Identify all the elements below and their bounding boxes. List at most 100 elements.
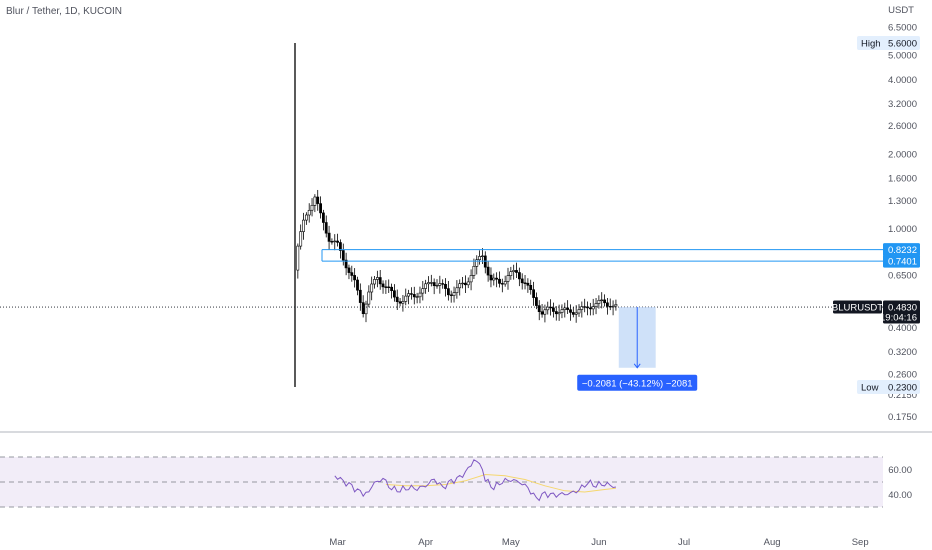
- candle-body: [614, 304, 618, 307]
- candle: [503, 275, 507, 287]
- symbol-tag-bg: [833, 300, 882, 314]
- candle: [577, 304, 581, 317]
- candle: [404, 288, 408, 306]
- price-axis-currency: USDT: [888, 5, 914, 16]
- candle-body: [537, 305, 541, 313]
- price-axis-tick-label: 2.0000: [888, 149, 917, 160]
- candle: [591, 298, 595, 316]
- rsi-pane: [0, 456, 883, 508]
- candle-body: [489, 274, 493, 281]
- candle: [324, 215, 328, 238]
- candle: [461, 276, 465, 289]
- candle-body: [517, 272, 521, 280]
- price-axis-tick-label: 2.6000: [888, 121, 917, 132]
- candle: [307, 203, 311, 223]
- candle: [395, 289, 399, 311]
- candle-body: [449, 294, 453, 296]
- candle-body: [327, 232, 331, 242]
- candle: [392, 284, 396, 302]
- candle: [594, 297, 598, 315]
- candle: [614, 299, 618, 311]
- candle: [597, 295, 601, 309]
- candle: [341, 243, 345, 266]
- candle-body: [512, 270, 516, 272]
- candle-body: [435, 284, 439, 287]
- candle-body: [341, 250, 345, 261]
- candle-body: [338, 242, 342, 251]
- candle-body: [358, 289, 362, 303]
- candle-body: [441, 283, 445, 285]
- candle: [608, 298, 612, 311]
- price-axis-tick-label: 0.1750: [888, 412, 917, 423]
- measure-label: −0.2081 (−43.12%) −2081: [582, 378, 693, 389]
- candle-body: [472, 265, 476, 276]
- candle-body: [492, 277, 496, 281]
- candle-body: [463, 282, 467, 286]
- candle-body: [333, 240, 337, 243]
- price-axis-tick-label: 1.3000: [888, 196, 917, 207]
- candle: [605, 297, 609, 315]
- candle: [549, 299, 553, 316]
- candle-body: [458, 283, 462, 289]
- candle-body: [313, 196, 317, 206]
- candle: [361, 295, 365, 318]
- level-price-tag-1: [883, 254, 920, 268]
- rsi-line: [334, 459, 616, 502]
- candle-body: [302, 219, 305, 232]
- candle: [418, 286, 422, 304]
- candle: [401, 294, 405, 312]
- candle-body: [387, 286, 391, 288]
- candle: [449, 290, 453, 303]
- candle-body: [461, 282, 465, 285]
- candle: [551, 302, 555, 318]
- price-axis-tick-label: 6.5000: [888, 22, 917, 33]
- candle-body: [296, 245, 300, 271]
- rsi-axis-tick-label: 60.00: [888, 465, 912, 476]
- price-pane: [294, 43, 618, 387]
- candle-body: [498, 278, 501, 284]
- candle: [560, 304, 564, 319]
- candle-body: [500, 283, 504, 285]
- candle: [304, 212, 308, 225]
- candle: [319, 196, 323, 219]
- candle-body: [563, 307, 567, 310]
- candle-body: [591, 306, 595, 310]
- candle: [455, 280, 459, 299]
- candle: [364, 300, 368, 323]
- candle-body: [480, 255, 484, 257]
- candle: [378, 269, 382, 290]
- candle-body: [560, 309, 564, 313]
- candle: [492, 273, 496, 286]
- candle: [444, 278, 447, 297]
- price-axis-tick-label: 4.0000: [888, 75, 917, 86]
- candle-body: [546, 306, 550, 311]
- level-price-tag-0: [883, 243, 920, 257]
- candle: [336, 233, 340, 247]
- level-price-tag-label-0: 0.8232: [888, 245, 917, 256]
- candle-body: [509, 271, 513, 277]
- candle-body: [486, 266, 490, 276]
- rsi-axis-tick-label: 40.00: [888, 490, 912, 501]
- candle: [495, 272, 499, 288]
- candle-body: [523, 282, 527, 284]
- candle: [333, 234, 337, 251]
- candle: [327, 225, 331, 250]
- last-price-tag: 0.4830: [888, 303, 917, 314]
- candle-body: [390, 286, 394, 292]
- candle-body: [526, 282, 530, 286]
- candle-body: [506, 275, 510, 282]
- candle: [390, 283, 394, 299]
- candle-body: [401, 301, 405, 304]
- candle: [469, 269, 473, 291]
- candle: [338, 239, 342, 259]
- candle: [387, 279, 391, 294]
- candle-body: [319, 203, 323, 214]
- candle-body: [307, 210, 311, 216]
- candle: [330, 238, 334, 245]
- candle-body: [409, 293, 413, 295]
- price-axis-tick-label: 5.0000: [888, 51, 917, 62]
- candle-body: [324, 222, 328, 234]
- candle-body: [415, 296, 419, 298]
